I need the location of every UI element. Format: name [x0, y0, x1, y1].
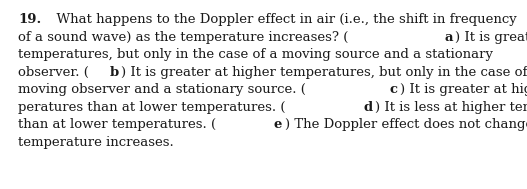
- Text: observer. (: observer. (: [18, 66, 89, 79]
- Text: moving observer and a stationary source. (: moving observer and a stationary source.…: [18, 83, 306, 96]
- Text: ) The Doppler effect does not change as the: ) The Doppler effect does not change as …: [285, 118, 527, 131]
- Text: ) It is greater at higher tem-: ) It is greater at higher tem-: [400, 83, 527, 96]
- Text: 19.: 19.: [18, 13, 41, 26]
- Text: What happens to the Doppler effect in air (i.e., the shift in frequency: What happens to the Doppler effect in ai…: [48, 13, 517, 26]
- Text: ) It is greater at higher temperatures, but only in the case of a: ) It is greater at higher temperatures, …: [121, 66, 527, 79]
- Text: d: d: [363, 101, 373, 114]
- Text: c: c: [389, 83, 397, 96]
- Text: b: b: [110, 66, 119, 79]
- Text: than at lower temperatures. (: than at lower temperatures. (: [18, 118, 216, 131]
- Text: peratures than at lower temperatures. (: peratures than at lower temperatures. (: [18, 101, 286, 114]
- Text: temperature increases.: temperature increases.: [18, 136, 174, 149]
- Text: a: a: [444, 30, 453, 43]
- Text: e: e: [274, 118, 282, 131]
- Text: temperatures, but only in the case of a moving source and a stationary: temperatures, but only in the case of a …: [18, 48, 493, 61]
- Text: ) It is greater at higher: ) It is greater at higher: [455, 30, 527, 43]
- Text: of a sound wave) as the temperature increases? (: of a sound wave) as the temperature incr…: [18, 30, 348, 43]
- Text: ) It is less at higher temperatures: ) It is less at higher temperatures: [375, 101, 527, 114]
